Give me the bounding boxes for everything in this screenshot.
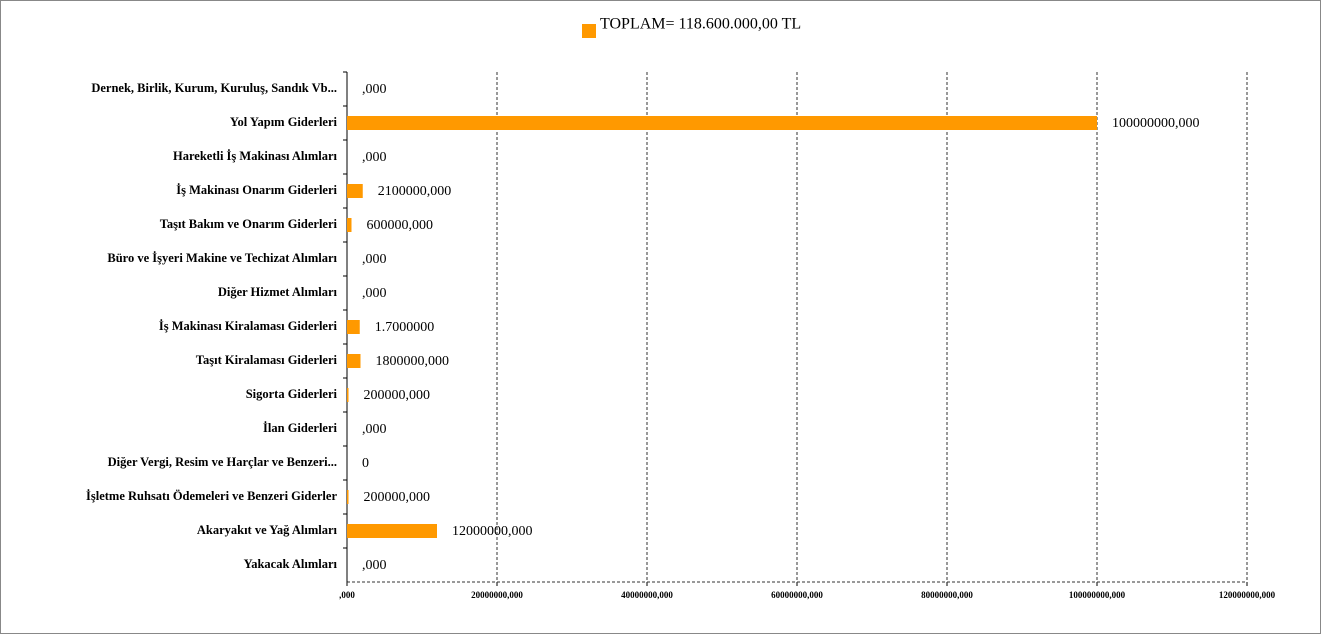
y-tick-label: Sigorta Giderleri — [246, 387, 338, 401]
y-tick-label: Taşıt Bakım ve Onarım Giderleri — [160, 217, 338, 231]
bar — [347, 116, 1097, 130]
value-label: ,000 — [362, 286, 387, 301]
value-label: 200000,000 — [364, 388, 431, 403]
y-tick-label: Diğer Hizmet Alımları — [218, 285, 338, 299]
value-label: 2100000,000 — [378, 184, 452, 199]
y-tick-label: İşletme Ruhsatı Ödemeleri ve Benzeri Gid… — [86, 489, 337, 503]
bar — [347, 320, 360, 334]
x-tick-label: 20000000,000 — [471, 590, 523, 600]
value-label: 1.7000000 — [375, 320, 435, 335]
value-label: ,000 — [362, 252, 387, 267]
x-tick-label: 120000000,000 — [1219, 590, 1276, 600]
x-tick-label: 100000000,000 — [1069, 590, 1126, 600]
x-tick-label: 40000000,000 — [621, 590, 673, 600]
value-label: 600000,000 — [367, 218, 434, 233]
value-label: 0 — [362, 456, 369, 471]
bar — [347, 354, 361, 368]
value-label: 12000000,000 — [452, 524, 533, 539]
y-tick-label: Akaryakıt ve Yağ Alımları — [197, 523, 338, 537]
y-tick-label: Büro ve İşyeri Makine ve Techizat Alımla… — [107, 251, 337, 265]
bar — [347, 388, 349, 402]
y-tick-label: Dernek, Birlik, Kurum, Kuruluş, Sandık V… — [91, 81, 337, 95]
value-label: 200000,000 — [364, 490, 431, 505]
legend-swatch — [582, 24, 596, 38]
y-tick-label: Diğer Vergi, Resim ve Harçlar ve Benzeri… — [108, 455, 337, 469]
value-label: ,000 — [362, 150, 387, 165]
bar — [347, 184, 363, 198]
y-tick-label: Yol Yapım Giderleri — [230, 115, 338, 129]
y-tick-label: İş Makinası Onarım Giderleri — [176, 183, 337, 197]
value-label: 100000000,000 — [1112, 116, 1200, 131]
y-tick-label: Taşıt Kiralaması Giderleri — [196, 353, 338, 367]
bar — [347, 218, 352, 232]
x-tick-label: 80000000,000 — [921, 590, 973, 600]
legend-label: TOPLAM= 118.600.000,00 TL — [600, 16, 801, 33]
bar — [347, 524, 437, 538]
y-tick-label: Hareketli İş Makinası Alımları — [173, 149, 338, 163]
value-label: 1800000,000 — [376, 354, 450, 369]
bar — [347, 490, 349, 504]
x-tick-label: 60000000,000 — [771, 590, 823, 600]
y-tick-label: İş Makinası Kiralaması Giderleri — [159, 319, 338, 333]
value-label: ,000 — [362, 422, 387, 437]
y-tick-label: Yakacak Alımları — [244, 557, 338, 571]
value-label: ,000 — [362, 558, 387, 573]
x-tick-label: ,000 — [339, 590, 355, 600]
y-tick-label: İlan Giderleri — [263, 421, 337, 435]
value-label: ,000 — [362, 82, 387, 97]
